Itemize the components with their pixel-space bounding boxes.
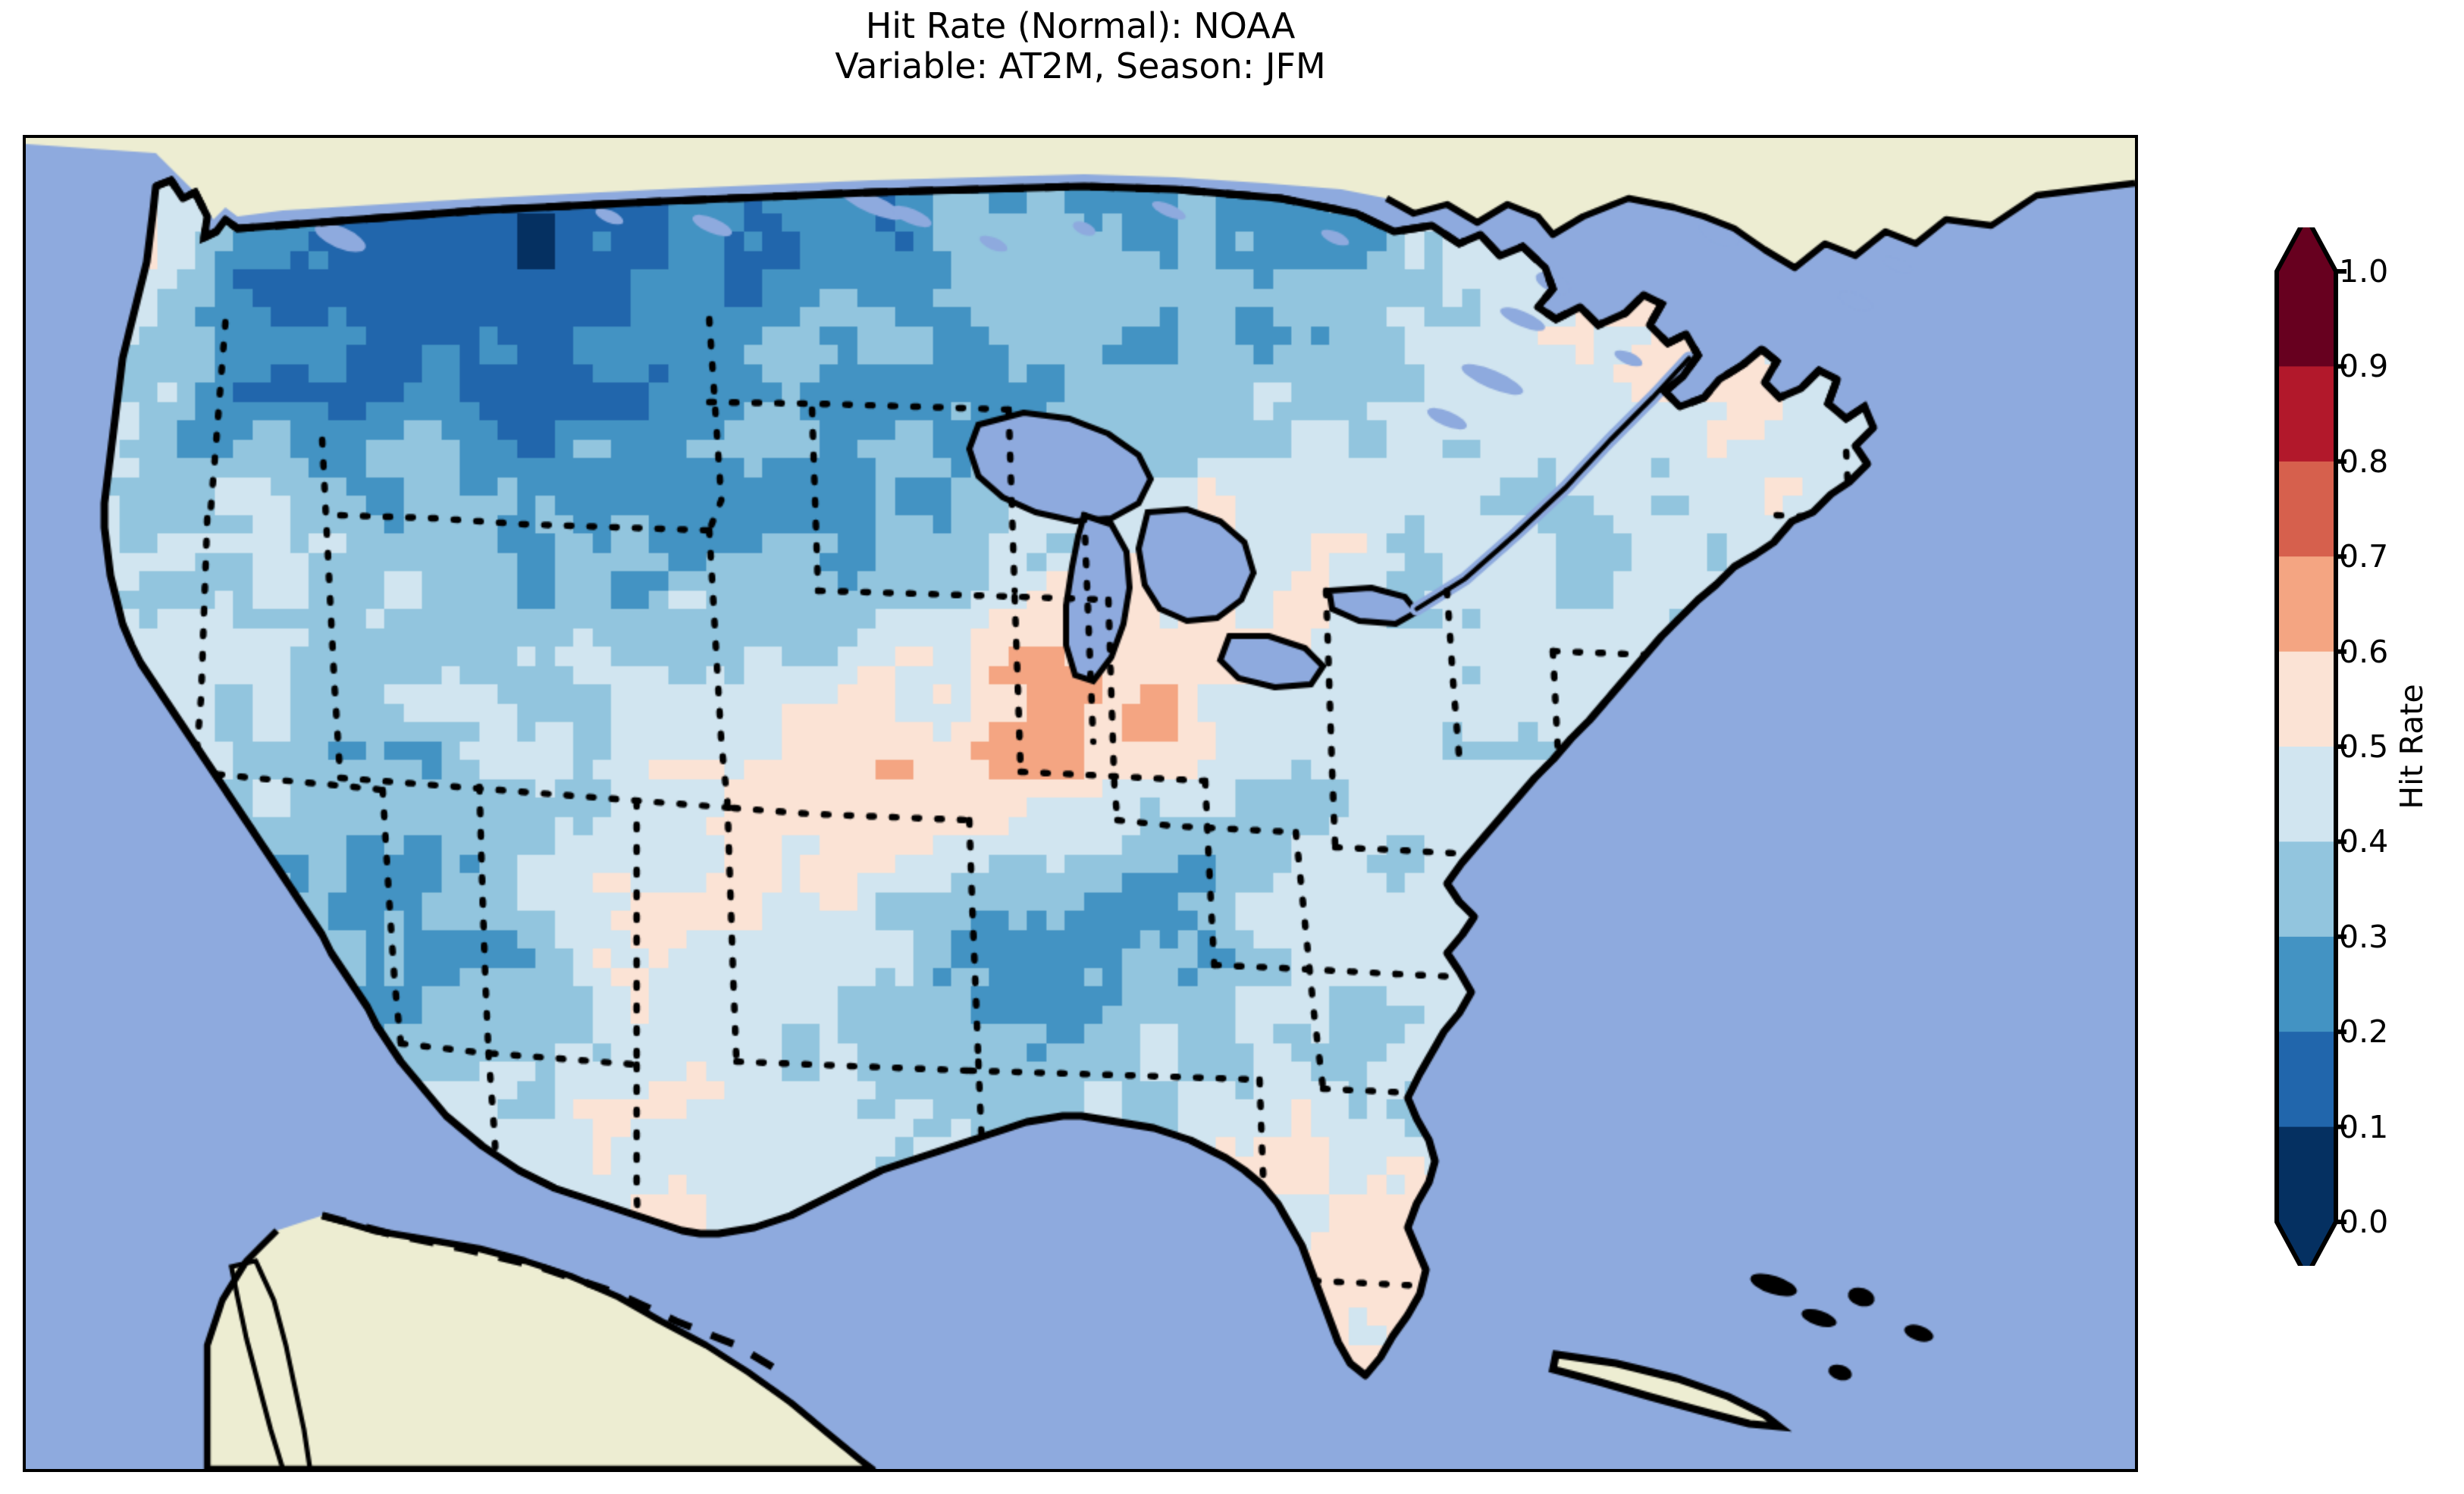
map-axes	[23, 135, 2138, 1472]
colorbar-tick-label: 0.7	[2339, 538, 2389, 575]
colorbar-tick-label: 0.5	[2339, 728, 2389, 765]
colorbar-axis-label: Hit Rate	[2393, 684, 2430, 810]
colorbar-swatches	[2274, 227, 2346, 1266]
colorbar-tick-label: 0.4	[2339, 823, 2389, 860]
title-line-2: Variable: AT2M, Season: JFM	[835, 45, 1326, 87]
colorbar: 0.0 0.1 0.2 0.3 0.4 0.5 0.6 0.7 0.8 0.9 1.0 Hit Ra…	[2263, 227, 2464, 1266]
colorbar-tick-label: 0.1	[2339, 1108, 2389, 1145]
colorbar-tick-label: 0.8	[2339, 443, 2389, 480]
colorbar-tick-label: 0.2	[2339, 1013, 2389, 1051]
title-line-1: Hit Rate (Normal): NOAA	[865, 5, 1296, 46]
figure-title: Hit Rate (Normal): NOAA Variable: AT2M, …	[0, 5, 2161, 87]
colorbar-tick-label: 0.0	[2339, 1204, 2389, 1240]
hit-rate-heatmap	[26, 138, 2135, 1469]
colorbar-tick-label: 0.6	[2339, 633, 2389, 670]
colorbar-tick-label: 0.3	[2339, 918, 2389, 955]
colorbar-tick-label: 1.0	[2339, 253, 2389, 290]
colorbar-tick-label: 0.9	[2339, 348, 2389, 385]
